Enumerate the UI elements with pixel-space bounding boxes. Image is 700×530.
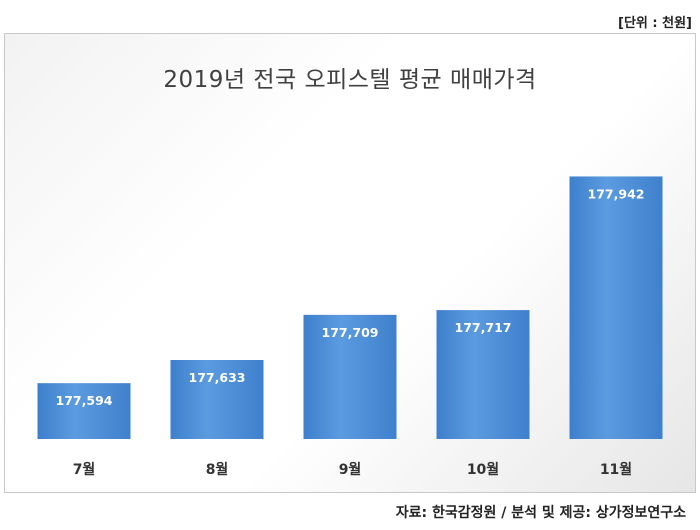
chart-area: 2019년 전국 오피스텔 평균 매매가격 177,594 177,633 177,… xyxy=(4,33,696,493)
bar-7월 xyxy=(37,383,131,439)
data-label: 177,633 xyxy=(189,370,246,385)
bar-chart: 177,594 177,633 177,709 177,717 177,942 7월 8월… xyxy=(37,176,663,478)
bar-10월 xyxy=(436,310,530,439)
category-label: 8월 xyxy=(206,461,229,478)
category-label: 11월 xyxy=(600,461,632,478)
unit-note: [단위 : 천원] xyxy=(618,16,692,31)
chart-title: 2019년 전국 오피스텔 평균 매매가격 xyxy=(163,67,537,93)
category-label: 10월 xyxy=(467,461,499,478)
data-label: 177,942 xyxy=(588,186,645,201)
data-label: 177,717 xyxy=(455,320,512,335)
data-label: 177,709 xyxy=(322,325,379,340)
category-label: 9월 xyxy=(339,461,362,478)
bar-11월 xyxy=(569,176,663,439)
source-note: 자료: 한국감정원 / 분석 및 제공: 상가정보연구소 xyxy=(395,505,686,521)
data-label: 177,594 xyxy=(56,393,113,408)
bar-8월 xyxy=(170,359,264,439)
bar-9월 xyxy=(303,314,397,439)
category-label: 7월 xyxy=(73,461,96,478)
